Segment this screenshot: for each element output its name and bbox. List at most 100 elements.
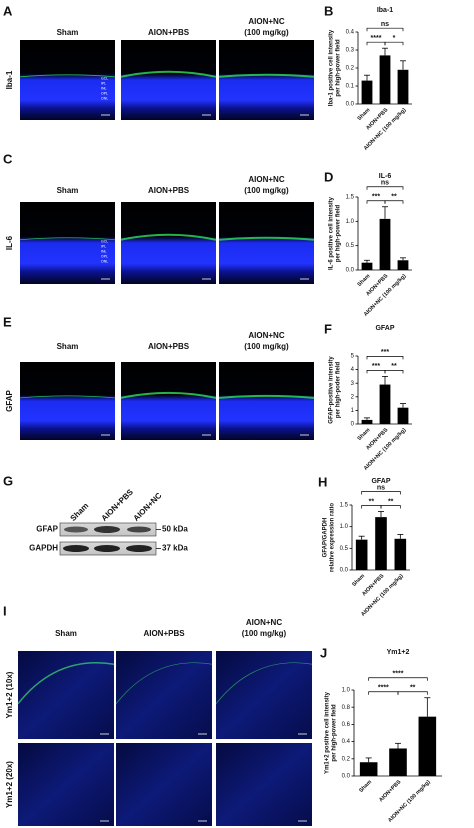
significance-label: **** <box>371 35 382 42</box>
x-tick-label: Sham <box>351 573 366 588</box>
y-tick-label: 1.5 <box>346 195 355 201</box>
micrograph <box>20 40 115 120</box>
y-axis-label: IL-6 positive cell intensity <box>329 196 335 270</box>
column-header: AION+NC <box>248 331 284 340</box>
significance-label: *** <box>372 194 380 201</box>
bar <box>361 262 373 270</box>
x-tick-label: AION+PBS <box>378 779 402 803</box>
y-tick-label: 0.1 <box>346 84 355 90</box>
micrograph <box>18 743 114 826</box>
y-axis-label: per high-poder field <box>336 362 342 419</box>
significance-bracket <box>384 370 404 374</box>
y-axis-label: per high-power field <box>336 205 342 263</box>
y-tick-label: 0.2 <box>346 66 355 72</box>
column-header: AION+PBS <box>143 629 185 638</box>
row-label: Ym1+2 (20x) <box>5 761 14 808</box>
significance-label: ** <box>391 363 397 370</box>
row-label: IL-6 <box>5 235 14 250</box>
green-signal <box>19 237 116 241</box>
column-header: Sham <box>57 186 79 195</box>
y-axis-label: GFAP-positive intensity <box>329 356 335 424</box>
y-axis-label: Ym1+2 positive cell intensity <box>325 691 331 774</box>
significance-label: **** <box>393 671 404 678</box>
significance-label: *** <box>372 363 380 370</box>
y-tick-label: 0.0 <box>340 568 349 574</box>
column-header: AION+PBS <box>148 28 190 37</box>
layer-label: INL <box>101 86 107 90</box>
y-axis-label: GFAP/GAPDH <box>323 518 329 558</box>
chart-title: GFAP <box>375 325 394 332</box>
band-size: 50 kDa <box>162 525 188 534</box>
layer-label: OPL <box>101 91 108 95</box>
micrograph <box>216 651 312 739</box>
column-header: AION+PBS <box>148 342 190 351</box>
panel-letter: J <box>320 645 327 660</box>
significance-bracket <box>361 491 401 495</box>
micrograph <box>121 362 216 440</box>
bar <box>389 748 407 776</box>
y-tick-label: 4 <box>351 367 355 373</box>
column-header: AION+NC <box>246 618 282 627</box>
panel-letter: D <box>324 169 333 184</box>
layer-label: ONL <box>101 96 108 100</box>
green-signal <box>218 394 315 399</box>
lane-label: AION+NC <box>132 491 164 523</box>
x-tick-label: Sham <box>357 107 372 122</box>
significance-label: ns <box>377 484 385 491</box>
column-header: AION+NC <box>248 17 284 26</box>
significance-label: ns <box>381 180 389 187</box>
y-tick-label: 1.0 <box>340 524 349 530</box>
y-tick-label: 0.0 <box>346 102 355 108</box>
y-axis-label: Iba-1 positive cell intensity <box>329 29 335 106</box>
y-tick-label: 0.4 <box>346 30 355 36</box>
significance-bracket <box>366 200 386 204</box>
significance-label: ** <box>410 685 416 692</box>
significance-bracket <box>366 41 386 46</box>
green-signal <box>19 395 116 399</box>
bar <box>397 407 409 424</box>
chart-title: Ym1+2 <box>387 649 410 656</box>
bar <box>375 517 387 570</box>
band-name: GAPDH <box>29 544 58 553</box>
bar <box>418 716 437 776</box>
bar <box>359 762 378 776</box>
bar <box>361 419 373 424</box>
micrograph <box>18 651 114 739</box>
row-label: Iba-1 <box>5 70 14 89</box>
row-label: Ym1+2 (10x) <box>5 671 14 718</box>
green-signal <box>115 662 213 704</box>
significance-bracket <box>366 370 386 374</box>
column-header: AION+NC <box>248 175 284 184</box>
y-tick-label: 0.6 <box>342 722 351 728</box>
y-tick-label: 1 <box>351 408 355 414</box>
significance-bracket <box>368 677 428 681</box>
bar <box>379 384 391 424</box>
layer-label: OPL <box>101 254 108 258</box>
panel-letter: G <box>3 473 13 488</box>
panel-letter: H <box>318 474 327 489</box>
x-tick-label: Sham <box>358 779 373 794</box>
chart-title: Iba-1 <box>377 7 393 14</box>
column-header: Sham <box>57 28 79 37</box>
y-tick-label: 3 <box>351 381 355 387</box>
green-signal <box>120 233 217 241</box>
bar <box>394 538 407 570</box>
layer-label: IPL <box>101 244 106 248</box>
micrograph <box>219 362 314 440</box>
chart-title: IL-6 <box>379 173 392 180</box>
column-header: (100 mg/kg) <box>244 342 289 351</box>
micrograph <box>116 743 212 826</box>
significance-bracket <box>366 186 404 190</box>
significance-bracket <box>366 356 404 360</box>
significance-label: *** <box>381 349 389 356</box>
y-axis-label: per high-power field <box>332 704 338 762</box>
significance-label: **** <box>378 685 389 692</box>
green-signal <box>120 391 217 399</box>
bar <box>379 55 391 104</box>
band-name: GFAP <box>36 525 58 534</box>
row-label: GFAP <box>5 389 14 411</box>
significance-bracket <box>380 505 401 509</box>
y-tick-label: 1.0 <box>346 219 355 225</box>
y-tick-label: 0.0 <box>346 268 355 274</box>
green-signal <box>215 662 313 704</box>
